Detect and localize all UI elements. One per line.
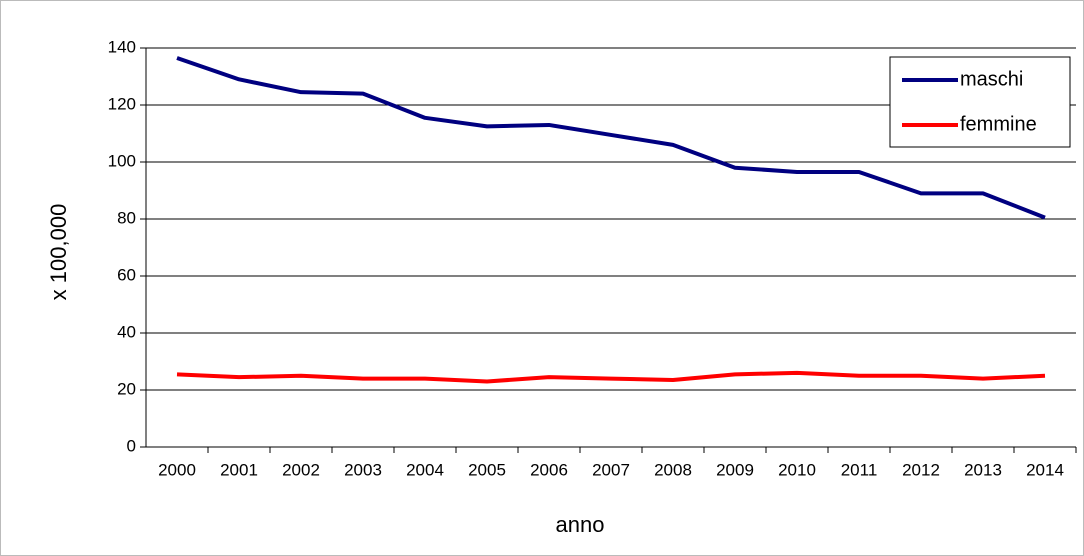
x-tick-label: 2007	[592, 460, 630, 479]
x-tick-label: 2011	[841, 460, 878, 479]
x-tick-label: 2013	[964, 460, 1002, 479]
x-tick-label: 2003	[344, 460, 382, 479]
x-tick-label: 2008	[654, 460, 692, 479]
y-tick-label: 120	[108, 94, 136, 113]
series-line	[176, 370, 1046, 384]
x-tick-label: 2004	[406, 460, 444, 479]
x-tick-label: 2009	[716, 460, 754, 479]
y-tick-label: 140	[108, 37, 136, 56]
y-axis-label: x 100,000	[46, 204, 71, 301]
x-tick-label: 2014	[1026, 460, 1064, 479]
x-tick-label: 2012	[902, 460, 940, 479]
x-tick-label: 2000	[158, 460, 196, 479]
legend-label: femmine	[960, 113, 1037, 135]
legend-label: maschi	[960, 68, 1023, 90]
y-tick-label: 60	[117, 265, 136, 284]
x-tick-label: 2001	[220, 460, 258, 479]
y-tick-label: 0	[127, 436, 136, 455]
legend-box	[889, 56, 1071, 148]
x-tick-label: 2005	[468, 460, 506, 479]
x-axis-label: anno	[556, 512, 605, 537]
y-tick-label: 20	[117, 379, 136, 398]
y-tick-label: 40	[117, 322, 136, 341]
series-line	[176, 56, 1046, 220]
y-tick-label: 80	[117, 208, 136, 227]
y-tick-label: 100	[108, 151, 136, 170]
x-tick-label: 2010	[778, 460, 816, 479]
x-tick-label: 2002	[282, 460, 320, 479]
x-tick-label: 2006	[530, 460, 568, 479]
